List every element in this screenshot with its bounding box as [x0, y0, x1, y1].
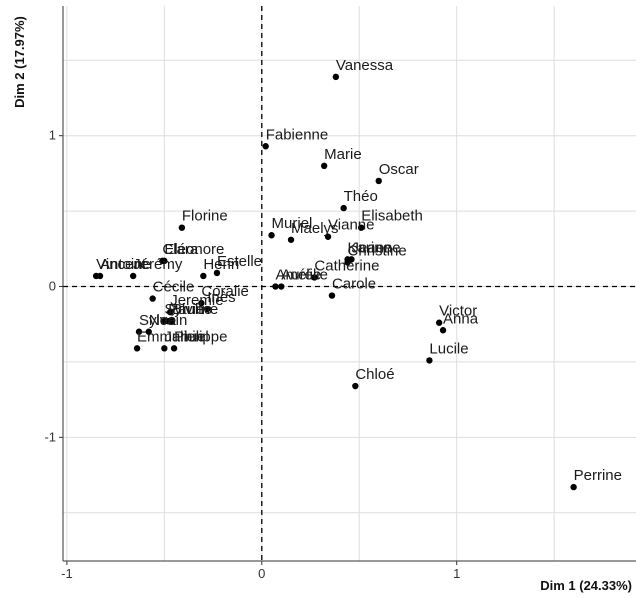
- y-tick-label: 1: [49, 128, 56, 143]
- data-point: [200, 272, 207, 280]
- data-point: [439, 327, 447, 334]
- x-axis-title: Dim 1 (24.33%): [540, 578, 632, 593]
- x-tick-label: 1: [453, 566, 460, 581]
- point-label: Sylvie: [164, 301, 204, 318]
- point-label: Elisabeth: [361, 208, 423, 225]
- data-point: [170, 345, 178, 352]
- point-label: Henri: [203, 256, 239, 273]
- point-label: Inès: [207, 289, 235, 306]
- x-tick-label: -1: [61, 566, 73, 581]
- data-point: [129, 272, 137, 280]
- point-label: Fabienne: [266, 126, 329, 143]
- point-label: Coralie: [201, 283, 249, 300]
- point-label: Philippe: [174, 328, 227, 345]
- point-label: Perrine: [574, 467, 622, 484]
- data-point: [332, 73, 340, 81]
- point-label: Catherine: [314, 257, 379, 274]
- point-label: Antoine: [100, 256, 151, 273]
- point-label: Vincent: [96, 256, 147, 273]
- tick-labels: -1 0 1 -1 0 1: [44, 128, 460, 581]
- point-label: Jérémy: [133, 256, 183, 273]
- point-label: Bruno: [172, 301, 212, 318]
- point-label: Jeanne: [351, 239, 400, 256]
- point-label: Théo: [344, 188, 378, 205]
- data-point: [328, 292, 336, 299]
- data-point: [262, 143, 269, 150]
- data-point: [204, 305, 211, 313]
- data-point: [135, 328, 143, 335]
- data-point: [268, 232, 275, 239]
- point-label: Eléonore: [164, 241, 224, 258]
- point-label: Noé: [149, 312, 177, 329]
- data-point: [149, 295, 156, 302]
- point-label: Florine: [182, 208, 228, 225]
- point-label: Muriel: [272, 215, 313, 232]
- data-point: [166, 308, 174, 316]
- data-point: [375, 177, 382, 185]
- point-label: Aurélie: [281, 267, 328, 284]
- point-label: Oscar: [379, 161, 419, 178]
- point-label: Carole: [332, 276, 376, 293]
- data-point: [213, 269, 221, 277]
- data-point: [145, 328, 152, 335]
- data-point: [161, 345, 168, 352]
- point-label: Vianne: [328, 217, 374, 234]
- data-point: [320, 162, 328, 170]
- data-point: [198, 299, 205, 307]
- data-point: [96, 272, 104, 280]
- y-tick-label: -1: [44, 429, 56, 444]
- data-point: [570, 483, 577, 491]
- point-label: Julien: [164, 328, 203, 345]
- data-point: [178, 224, 186, 231]
- x-tick-label: 0: [258, 566, 265, 581]
- data-point: [133, 345, 141, 352]
- point-label: Maelys: [291, 220, 339, 237]
- point-label: Emmanuel: [137, 328, 209, 345]
- point-label: Vanessa: [336, 57, 394, 74]
- reference-lines: [63, 6, 636, 561]
- data-point: [357, 224, 365, 231]
- point-label: Lucile: [429, 340, 468, 357]
- point-label: Estelle: [217, 253, 262, 270]
- point-label: Pauline: [168, 301, 218, 318]
- point-label: Karine: [348, 239, 391, 256]
- point-label: Sylvain: [139, 312, 187, 329]
- data-point: [159, 257, 166, 265]
- data-point: [278, 283, 285, 290]
- point-label: Marie: [324, 146, 362, 163]
- data-point: [435, 319, 443, 326]
- data-point: [344, 259, 351, 266]
- data-point: [311, 274, 318, 281]
- data-point: [352, 382, 359, 390]
- data-point: [287, 236, 295, 243]
- point-label: Clara: [162, 241, 199, 258]
- y-tick-label: 0: [49, 279, 56, 294]
- point-label: Amélie: [275, 267, 321, 284]
- data-point: [426, 357, 433, 364]
- point-label: Chloé: [355, 366, 394, 383]
- data-point: [168, 318, 176, 325]
- data-point: [324, 233, 332, 240]
- point-label: Anna: [443, 310, 479, 327]
- point-label: Jeremie: [170, 292, 223, 309]
- point-label: Christine: [348, 242, 407, 259]
- y-axis-title: Dim 2 (17.97%): [12, 16, 27, 108]
- point-label: Cécile: [153, 279, 195, 296]
- data-points: [92, 73, 577, 491]
- data-point: [340, 204, 347, 212]
- data-point: [272, 283, 279, 290]
- point-label: Victor: [439, 303, 477, 320]
